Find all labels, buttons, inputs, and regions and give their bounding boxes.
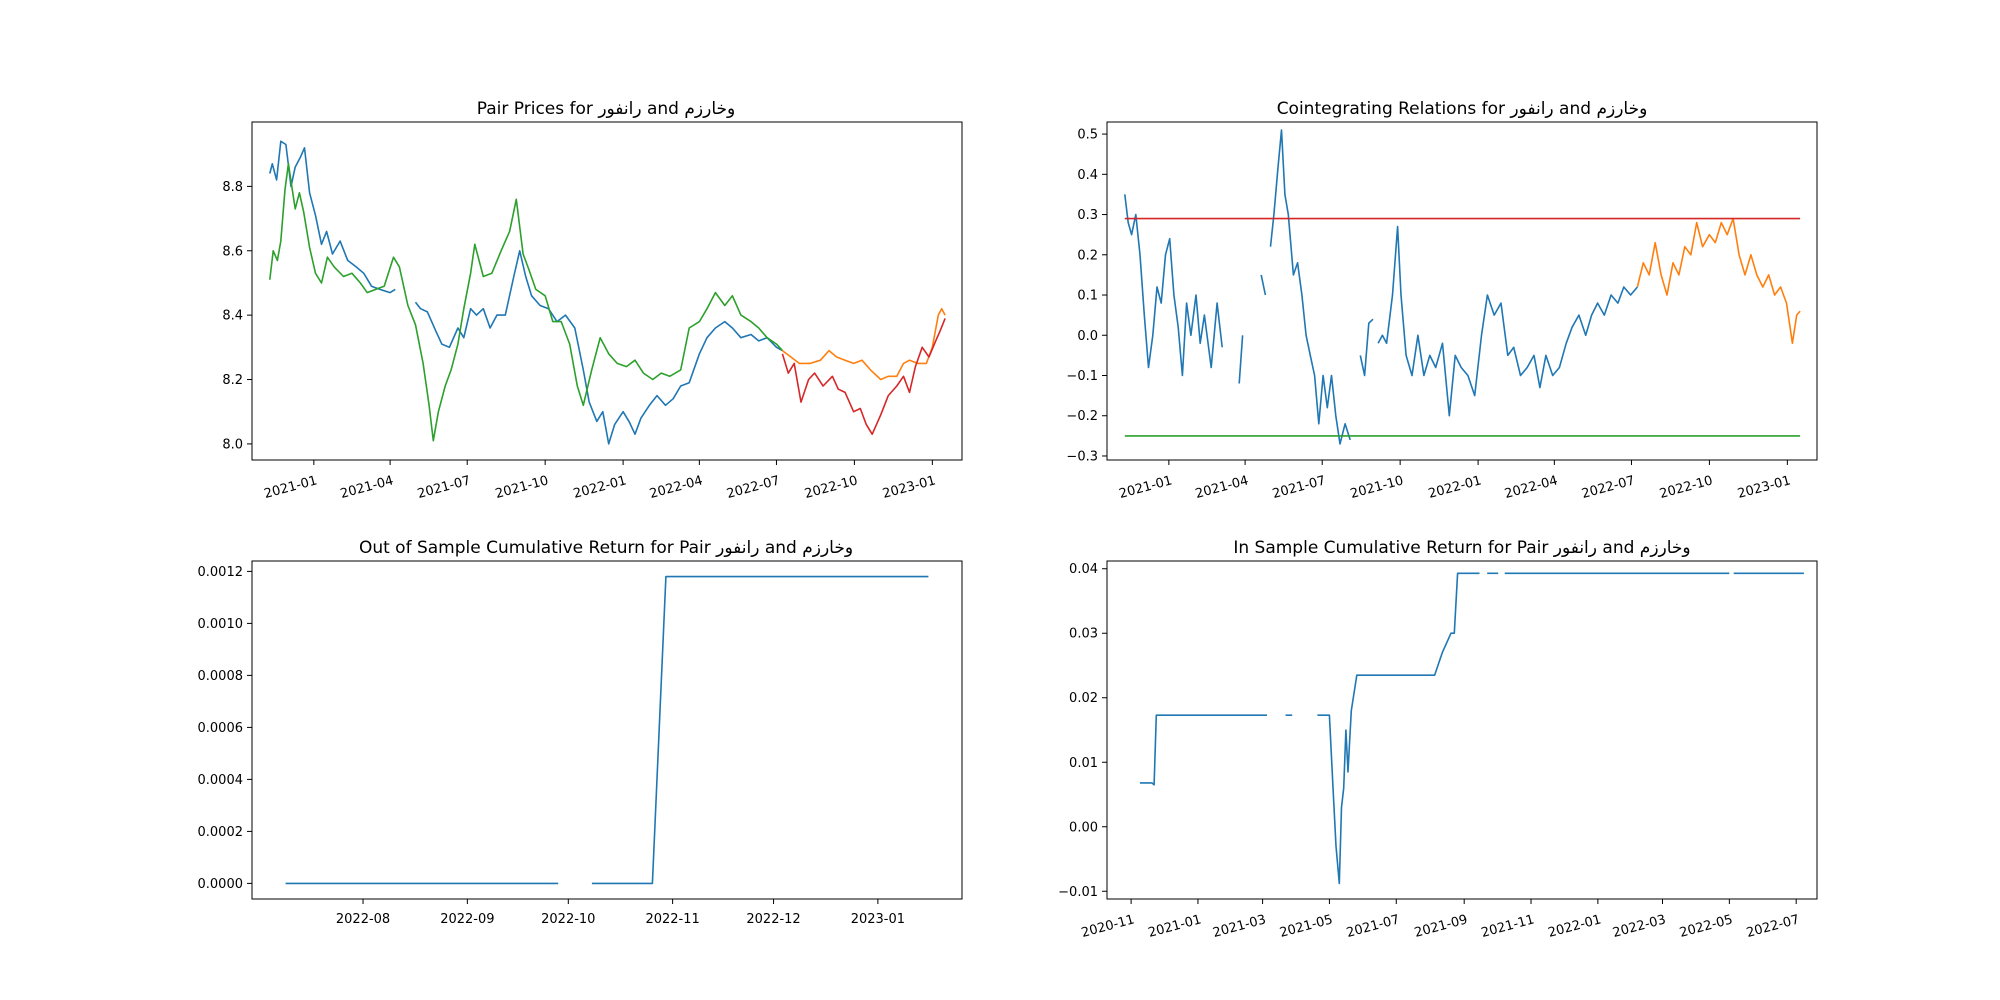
chart-title-cointegrating-relations: Cointegrating Relations for رانفور and و…: [1277, 99, 1648, 119]
y-tick-label: 0.5: [1077, 128, 1098, 143]
y-tick-label: 0.0008: [198, 669, 244, 684]
x-tick-label: 2022-11: [645, 912, 699, 927]
axes-frame-pair-prices: [251, 121, 963, 461]
y-tick-label: −0.3: [1066, 449, 1098, 464]
y-tick-label: 8.4: [222, 309, 243, 324]
y-tick-label: 8.0: [222, 437, 243, 452]
y-tick-label: 0.3: [1077, 208, 1098, 223]
chart-title-pair-prices: Pair Prices for رانفور and وخارزم: [477, 99, 735, 119]
y-tick-label: 8.6: [222, 244, 243, 259]
x-tick-label: 2023-01: [851, 912, 905, 927]
y-tick-label: 0.4: [1077, 168, 1098, 183]
series-1-line-segment-0: [1636, 217, 1801, 345]
y-tick-label: 0.0004: [198, 773, 244, 788]
x-tick-label: 2022-12: [746, 912, 800, 927]
chart-out-of-sample-return: Out of Sample Cumulative Return for Pair…: [198, 538, 963, 927]
series-0-line-segment-5: [1377, 225, 1639, 417]
y-tick-label: 0.0000: [198, 877, 244, 892]
series-3-line-segment-0: [781, 318, 946, 436]
series-0-line-segment-0: [1124, 194, 1223, 377]
y-tick-label: 0.01: [1069, 756, 1098, 771]
series-0-line-segment-1: [591, 575, 929, 885]
y-tick-label: 8.8: [222, 180, 243, 195]
y-tick-label: 0.0002: [198, 825, 244, 840]
y-tick-label: −0.01: [1058, 885, 1098, 900]
series-0-line-segment-0: [269, 140, 396, 294]
series-0-line-segment-1: [1238, 335, 1244, 384]
series-0-line-segment-3: [1269, 129, 1351, 445]
y-tick-label: 0.02: [1069, 691, 1098, 706]
x-tick-label: 2022-08: [336, 912, 390, 927]
y-tick-label: 0.03: [1069, 627, 1098, 642]
chart-title-in-sample-return: In Sample Cumulative Return for Pair ران…: [1233, 538, 1690, 558]
y-tick-label: 0.1: [1077, 289, 1098, 304]
series-1-line-segment-0: [269, 163, 783, 442]
series-0-line-segment-2: [1317, 572, 1480, 885]
y-tick-label: 0.2: [1077, 248, 1098, 263]
y-tick-label: 0.0012: [198, 565, 244, 580]
y-tick-label: −0.2: [1066, 409, 1098, 424]
series-0-line-segment-0: [1139, 714, 1267, 786]
y-tick-label: 8.2: [222, 373, 243, 388]
axes-frame-cointegrating-relations: [1106, 121, 1818, 461]
y-tick-label: 0.00: [1069, 820, 1098, 835]
x-tick-label: 2022-09: [440, 912, 494, 927]
series-0-line-segment-1: [414, 250, 783, 445]
axes-frame-in-sample-return: [1106, 560, 1818, 900]
plot-area-out-of-sample-return: 0.0000 0.0002 0.0004 0.0006 0.0008 0.0010 0.00…: [198, 565, 929, 927]
x-tick-label: 2022-10: [541, 912, 595, 927]
y-tick-label: 0.0010: [198, 617, 244, 632]
y-tick-label: 0.0: [1077, 329, 1098, 344]
y-tick-label: 0.0006: [198, 721, 244, 736]
axes-frame-out-of-sample-return: [251, 560, 963, 900]
y-tick-label: −0.1: [1066, 369, 1098, 384]
series-0-line-segment-2: [1260, 274, 1267, 296]
series-0-line-segment-4: [1359, 318, 1374, 377]
y-tick-label: 0.04: [1069, 562, 1098, 577]
chart-title-out-of-sample-return: Out of Sample Cumulative Return for Pair…: [359, 538, 853, 558]
